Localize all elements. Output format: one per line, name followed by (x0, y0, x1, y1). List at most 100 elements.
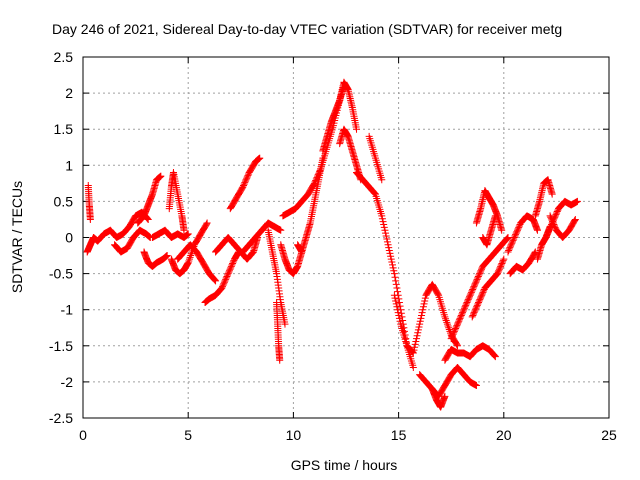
data-point (419, 306, 427, 314)
data-point (418, 311, 426, 319)
data-series-arc-25 (428, 385, 449, 411)
data-point (157, 172, 165, 180)
data-point (386, 249, 394, 257)
data-point (507, 241, 515, 249)
data-point (409, 349, 417, 357)
data-point (240, 180, 248, 188)
data-series-arc-03 (111, 226, 154, 256)
data-point (499, 257, 507, 265)
data-series-arc-01 (83, 208, 152, 256)
data-point (467, 290, 475, 298)
data-series-arc-35 (546, 212, 579, 241)
data-point (184, 230, 192, 238)
data-point (371, 189, 379, 197)
data-point (220, 280, 228, 288)
x-tick-label: 10 (286, 427, 302, 443)
data-point (277, 226, 285, 234)
data-point (471, 280, 479, 288)
y-tick-label: -1.5 (49, 338, 73, 354)
data-point (385, 246, 393, 254)
data-point (412, 337, 420, 345)
data-point (391, 294, 399, 302)
data-series-arc-22 (365, 132, 386, 184)
data-series-arc-17 (279, 82, 348, 220)
data-point (409, 363, 417, 371)
data-point (389, 264, 397, 272)
data-point (242, 176, 250, 184)
data-point (226, 265, 234, 273)
data-point (504, 248, 512, 256)
grid-lines (83, 57, 609, 418)
data-point (241, 177, 249, 185)
data-point (476, 270, 484, 278)
data-point (380, 223, 388, 231)
data-point (390, 270, 398, 278)
data-point (180, 226, 188, 234)
data-point (212, 277, 220, 285)
data-point (474, 274, 482, 282)
data-point (203, 219, 211, 227)
data-point (475, 298, 483, 306)
x-tick-labels: 0 5 10 15 20 25 (79, 427, 617, 443)
data-point (553, 208, 561, 216)
data-points (83, 78, 581, 411)
data-point (378, 215, 386, 223)
data-point (476, 268, 484, 276)
data-point (223, 272, 231, 280)
data-point (448, 332, 456, 340)
y-tick-label: 2.5 (54, 49, 74, 65)
data-point (218, 283, 226, 291)
data-point (387, 255, 395, 263)
data-point (244, 171, 252, 179)
axis-ticks (82, 56, 610, 419)
data-point (218, 284, 226, 292)
data-point (413, 332, 421, 340)
data-point (392, 297, 400, 305)
data-point (499, 258, 507, 266)
data-point (463, 298, 471, 306)
data-point (452, 323, 460, 331)
data-point (548, 216, 556, 224)
data-point (387, 252, 395, 260)
data-point (241, 179, 249, 187)
data-point (144, 215, 152, 223)
data-point (380, 221, 388, 229)
data-point (512, 231, 520, 239)
data-point (498, 226, 506, 234)
data-point (450, 327, 458, 335)
data-point (462, 300, 470, 308)
x-axis-label: GPS time / hours (291, 457, 398, 473)
data-point (511, 232, 519, 240)
data-point (229, 258, 237, 266)
data-point (507, 242, 515, 250)
y-tick-label: 1.5 (54, 121, 74, 137)
data-point (553, 209, 561, 217)
data-series-arc-32 (506, 248, 539, 278)
data-series-arc-14 (264, 226, 289, 328)
data-point (238, 184, 246, 192)
data-point (497, 262, 505, 270)
x-tick-label: 15 (391, 427, 407, 443)
data-series-arc-23 (390, 280, 462, 357)
data-point (393, 284, 401, 292)
data-point (476, 294, 484, 302)
y-tick-label: 0 (65, 230, 73, 246)
data-point (472, 277, 480, 285)
data-point (381, 226, 389, 234)
data-point (464, 296, 472, 304)
data-point (450, 329, 458, 337)
plot-frame (82, 56, 610, 419)
data-point (448, 333, 456, 341)
data-point (453, 341, 461, 349)
data-point (510, 235, 518, 243)
data-point (493, 270, 501, 278)
data-point (460, 304, 468, 312)
data-point (398, 313, 406, 321)
data-point (210, 275, 218, 283)
data-point (221, 277, 229, 285)
data-point (500, 255, 508, 263)
data-point (468, 313, 476, 321)
data-point (382, 229, 390, 237)
data-point (513, 226, 521, 234)
